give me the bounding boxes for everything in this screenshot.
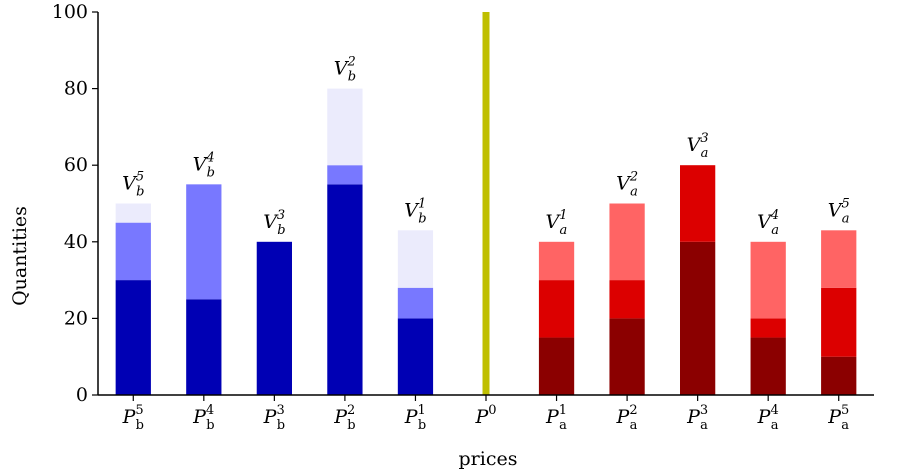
bar-segment-ask-8-1 [750,318,786,338]
bar-label-bid-1: V4 b [193,150,215,180]
bar-segment-bid-4-0 [397,318,434,395]
x-axis-label: prices [459,448,518,470]
y-tick-label-4: 80 [64,78,88,100]
bar-label-bid-4: V1 b [404,196,426,226]
bar-segment-ask-8-2 [750,241,786,319]
x-tick-label-3: P2 b [333,403,355,433]
x-tick-label-7: P2 a [616,403,638,433]
bars-layer [115,88,857,395]
y-tick-label-5: 100 [52,1,88,23]
y-tick-label-0: 0 [76,384,88,406]
bar-segment-ask-5-0 [538,337,575,395]
bar-segment-ask-7-0 [680,241,716,395]
bar-segment-ask-9-0 [821,356,857,395]
y-tick-label-3: 60 [64,154,88,176]
x-tick-label-10: P5 a [827,403,849,433]
y-axis-label: Quantities [9,206,31,306]
x-tick-label-9: P4 a [757,403,779,433]
bar-segment-bid-1-0 [186,299,222,395]
x-tick-label-2: P3 b [263,403,285,433]
ticks-layer: 0 20 40 60 80 100 P5 b P4 b P3 b P2 b P1 b P0 P1 a P2 a P3 a P4… [52,1,850,433]
y-tick-label-2: 40 [64,231,88,253]
bar-segment-bid-3-1 [327,165,363,185]
bar-segment-ask-9-1 [821,287,857,357]
bar-segment-bid-3-2 [327,88,363,166]
bar-labels-layer: V5 b V4 b V3 b V2 b V1 b V1 a V2 a V3 a V4 a V5 a [122,55,850,238]
y-tick-label-1: 20 [64,307,88,329]
bar-segment-bid-0-1 [115,222,151,281]
x-tick-label-1: P4 b [192,403,214,433]
x-tick-label-4: P1 b [404,403,426,433]
bar-segment-bid-4-2 [397,230,434,288]
bar-label-ask-5: V1 a [546,208,568,238]
bar-label-ask-6: V2 a [616,170,638,200]
bar-segment-ask-5-1 [538,280,575,338]
bar-segment-bid-3-0 [327,184,363,395]
bar-label-bid-3: V2 b [334,55,356,85]
bar-segment-ask-7-1 [680,165,716,242]
bar-segment-bid-0-2 [115,203,151,223]
x-tick-label-8: P3 a [686,403,708,433]
bar-label-bid-0: V5 b [122,170,144,200]
bar-segment-ask-6-0 [609,318,645,395]
x-tick-label-5: P0 [474,403,496,428]
bar-segment-bid-2-0 [256,241,292,395]
bar-label-ask-7: V3 a [687,131,709,161]
bar-label-ask-9: V5 a [828,196,850,226]
x-tick-label-6: P1 a [545,403,567,433]
bar-segment-ask-6-1 [609,280,645,319]
bar-segment-bid-0-0 [115,280,151,395]
bar-segment-ask-9-2 [821,230,857,288]
bar-segment-ask-5-2 [538,241,575,281]
bar-label-bid-2: V3 b [263,208,285,238]
x-tick-label-0: P5 b [122,403,144,433]
bar-label-ask-8: V4 a [757,208,779,238]
bar-segment-bid-4-1 [397,287,434,319]
bar-segment-ask-8-0 [750,337,786,395]
bar-segment-bid-1-1 [186,184,222,300]
bar-segment-ask-6-2 [609,203,645,281]
